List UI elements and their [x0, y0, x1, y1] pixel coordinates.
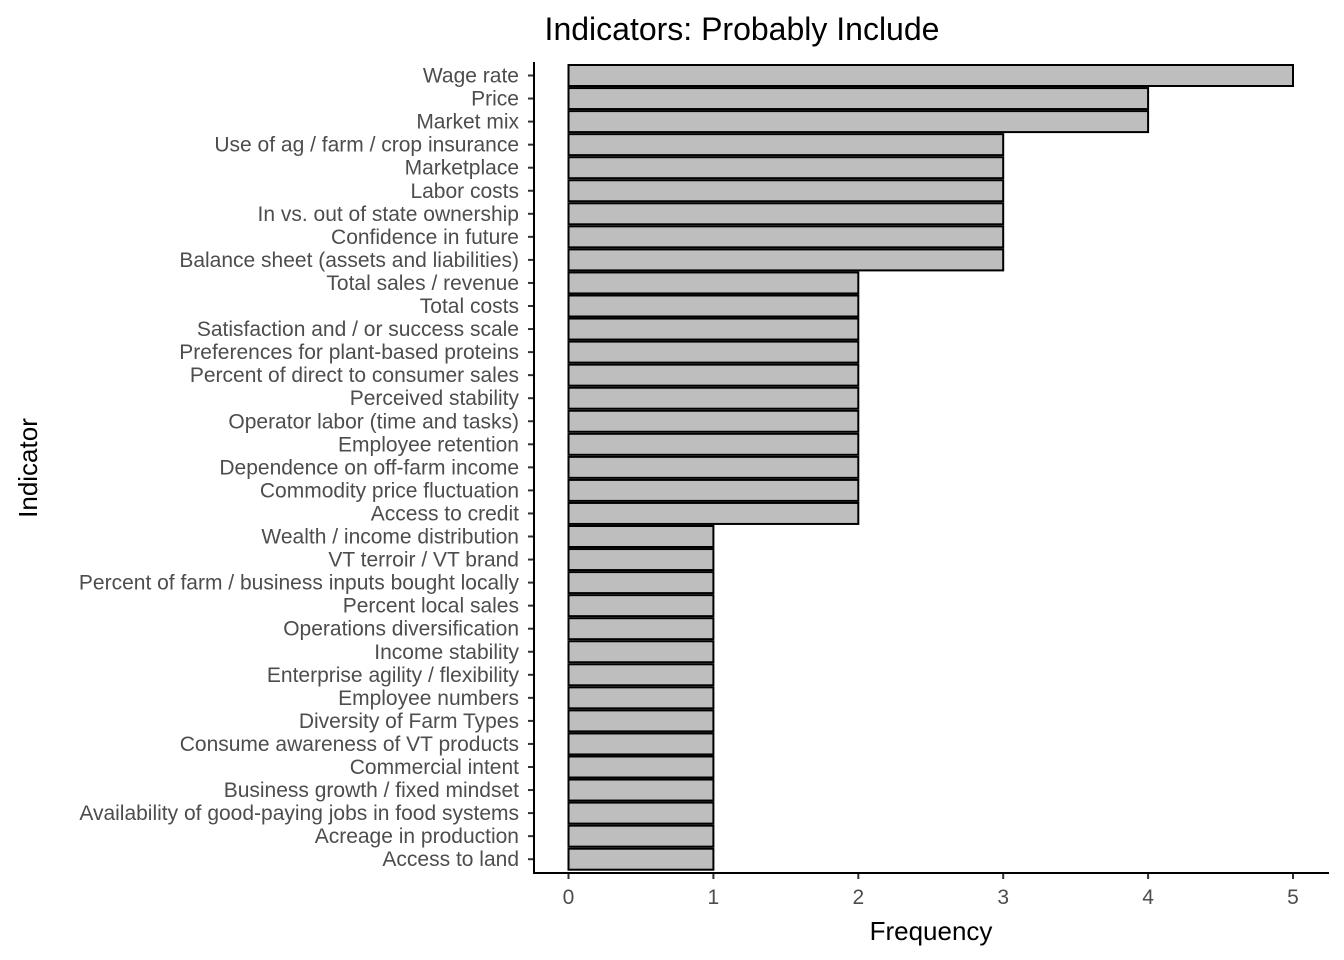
bar: [567, 432, 860, 456]
y-tick-label: Diversity of Farm Types: [299, 710, 519, 733]
bar: [567, 478, 860, 502]
bar: [567, 409, 860, 433]
bar: [567, 156, 1005, 180]
x-axis-title: Frequency: [870, 916, 993, 946]
bar: [567, 386, 860, 410]
bar: [567, 847, 715, 871]
x-tick-label: 4: [1142, 886, 1154, 909]
y-tick-label: Dependence on off-farm income: [219, 456, 519, 479]
bar: [567, 317, 860, 341]
y-tick-label: Employee numbers: [338, 687, 519, 710]
bar: [567, 594, 715, 618]
bar: [567, 294, 860, 318]
bar: [567, 709, 715, 733]
bar: [567, 732, 715, 756]
y-tick-label: Availability of good-paying jobs in food…: [79, 802, 519, 825]
y-tick-label: Access to credit: [371, 502, 519, 525]
bar: [567, 548, 715, 572]
bar: [567, 571, 715, 595]
bar: [567, 801, 715, 825]
bar: [567, 271, 860, 295]
y-tick-label: Business growth / fixed mindset: [224, 779, 519, 802]
y-tick-label: Commodity price fluctuation: [260, 479, 519, 502]
y-tick-label: Employee retention: [338, 433, 519, 456]
y-tick-label: Operator labor (time and tasks): [228, 410, 519, 433]
x-tick-label: 2: [852, 886, 864, 909]
y-tick-label: Preferences for plant-based proteins: [179, 341, 519, 364]
y-tick-label: Wealth / income distribution: [261, 526, 519, 549]
y-axis-title: Indicator: [13, 418, 43, 518]
bar: [567, 110, 1150, 134]
x-tick-label: 1: [708, 886, 720, 909]
bar: [567, 755, 715, 779]
bar: [567, 225, 1005, 249]
bar: [567, 686, 715, 710]
bar: [567, 363, 860, 387]
y-tick-label: Consume awareness of VT products: [180, 733, 519, 756]
y-tick-label: Total sales / revenue: [326, 272, 519, 295]
bar: [567, 455, 860, 479]
bar: [567, 824, 715, 848]
bar: [567, 202, 1005, 226]
bar: [567, 778, 715, 802]
y-tick-label: In vs. out of state ownership: [258, 203, 519, 226]
x-axis-ticks: 0 1 2 3 4 5: [563, 873, 1299, 909]
y-tick-label: Confidence in future: [331, 226, 519, 249]
y-tick-label: Balance sheet (assets and liabilities): [179, 249, 519, 272]
chart-title: Indicators: Probably Include: [545, 11, 940, 47]
y-tick-label: Labor costs: [410, 180, 519, 203]
y-tick-label: Satisfaction and / or success scale: [197, 318, 519, 341]
bar: [567, 640, 715, 664]
y-tick-label: Percent local sales: [343, 595, 519, 618]
y-tick-label: Commercial intent: [350, 756, 519, 779]
bar: [567, 501, 860, 525]
y-tick-label: Percent of farm / business inputs bought…: [79, 572, 520, 595]
x-tick-label: 0: [563, 886, 575, 909]
bars: [567, 64, 1294, 871]
y-tick-label: Percent of direct to consumer sales: [190, 364, 519, 387]
y-tick-label: Price: [471, 88, 519, 111]
y-tick-label: Use of ag / farm / crop insurance: [214, 134, 519, 157]
bar: [567, 87, 1150, 111]
bar: [567, 617, 715, 641]
bar: [567, 525, 715, 548]
bar: [567, 179, 1005, 203]
y-tick-label: Wage rate: [423, 65, 519, 88]
bar: [567, 248, 1005, 272]
y-tick-label: Acreage in production: [315, 825, 519, 848]
y-tick-label: Market mix: [416, 111, 519, 134]
bar: [567, 663, 715, 687]
y-tick-label: VT terroir / VT brand: [328, 549, 519, 572]
y-tick-label: Perceived stability: [350, 387, 520, 410]
y-tick-label: Operations diversification: [283, 618, 519, 641]
x-tick-label: 3: [997, 886, 1009, 909]
y-tick-label: Enterprise agility / flexibility: [267, 664, 520, 687]
y-tick-label: Income stability: [374, 641, 519, 664]
bar: [567, 133, 1005, 157]
y-tick-label: Total costs: [420, 295, 519, 318]
bar: [567, 64, 1294, 87]
bar: [567, 340, 860, 364]
y-tick-label: Marketplace: [405, 157, 519, 180]
y-tick-label: Access to land: [382, 848, 519, 871]
x-tick-label: 5: [1287, 886, 1299, 909]
